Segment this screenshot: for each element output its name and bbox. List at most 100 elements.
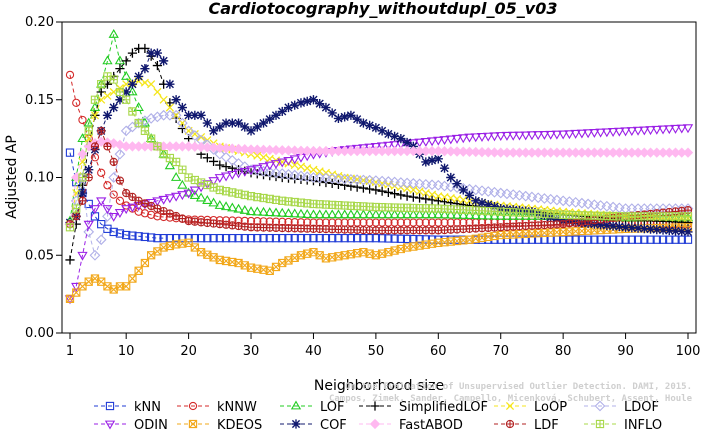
data-point-simplifiedlof (221, 162, 231, 172)
data-point-cof (171, 95, 181, 105)
legend-marker-loop (505, 401, 515, 411)
x-axis-label: Neighborhood size (314, 378, 444, 394)
data-point-inflo (178, 165, 187, 174)
legend-item-odin: ODIN (94, 418, 168, 433)
data-point-odin (170, 192, 182, 202)
data-point-lof (77, 133, 88, 143)
data-point-knn (621, 235, 630, 244)
data-point-knn (271, 233, 281, 243)
data-point-lof (295, 208, 307, 218)
data-point-cof (240, 122, 250, 132)
data-point-lof (320, 209, 332, 219)
series-fastabod (64, 136, 694, 230)
data-point-lof (426, 209, 438, 219)
x-tick-label: 100 (676, 344, 701, 359)
data-point-loop (84, 134, 93, 143)
data-point-inflo (97, 80, 106, 89)
legend-item-ldof: LDOF (584, 400, 659, 415)
data-point-knn (203, 233, 212, 243)
data-point-odin (657, 125, 669, 135)
data-point-odin (177, 191, 188, 201)
data-point-knn (677, 235, 686, 244)
data-point-simplifiedlof (390, 189, 400, 199)
series-line-simplifiedlof (69, 47, 165, 260)
data-point-lof (314, 209, 325, 219)
data-point-cof (452, 179, 462, 189)
data-point-ldf (122, 188, 131, 198)
data-point-odin (289, 155, 300, 165)
data-point-odin (470, 133, 481, 143)
legend-item-cof: COF (280, 418, 347, 433)
data-point-odin (102, 205, 113, 215)
data-point-odin (508, 131, 519, 141)
data-point-knn (365, 233, 374, 243)
x-tick-label: 50 (368, 344, 385, 359)
data-point-cof (390, 131, 400, 141)
data-point-odin (96, 197, 107, 207)
legend-item-knnw: kNNW (177, 400, 257, 415)
data-point-knn (665, 235, 674, 244)
data-point-cof (358, 118, 368, 128)
data-point-inflo (109, 75, 118, 84)
data-point-odin (632, 126, 644, 136)
data-point-lof (401, 209, 413, 219)
data-point-loop (253, 151, 262, 160)
data-point-lof (383, 209, 394, 219)
data-point-odin (189, 186, 201, 196)
data-point-odin (545, 130, 556, 140)
data-point-cof (365, 120, 375, 131)
data-point-knn (253, 233, 262, 243)
data-point-knnw (427, 218, 437, 227)
data-point-knn (652, 235, 661, 244)
data-point-ldof (570, 197, 582, 208)
data-point-lof (414, 209, 425, 219)
data-point-ldf (72, 212, 81, 221)
data-point-odin (233, 169, 244, 179)
data-point-loop (140, 78, 149, 87)
data-point-cof (633, 223, 643, 233)
data-point-inflo (153, 142, 162, 151)
legend-item-lof: LOF (280, 400, 345, 415)
data-point-loop (78, 157, 87, 167)
data-point-odin (483, 132, 494, 142)
data-point-loop (259, 153, 268, 162)
data-point-simplifiedlof (140, 43, 150, 54)
data-point-cof (177, 102, 187, 113)
data-point-odin (252, 164, 263, 174)
data-point-cof (184, 110, 194, 120)
data-point-cof (258, 118, 269, 128)
data-point-cof (639, 224, 649, 234)
credit-line-2: Campos, Zimek, Sander, Campello, Micenko… (329, 393, 693, 404)
data-point-odin (495, 132, 506, 142)
legend-label: SimplifiedLOF (399, 400, 488, 415)
data-point-odin (164, 194, 176, 204)
data-point-cof (109, 102, 119, 113)
data-point-cof (471, 196, 481, 206)
data-point-knn (671, 235, 680, 244)
x-tick-label: 30 (243, 344, 260, 359)
data-point-lof (420, 209, 431, 219)
data-point-ldof (426, 179, 438, 191)
data-point-odin (676, 124, 687, 134)
data-point-odin (277, 158, 288, 168)
data-point-simplifiedlof (377, 186, 387, 196)
series-line-inflo (69, 75, 164, 228)
data-point-knn (97, 220, 106, 229)
data-point-simplifiedlof (383, 187, 393, 198)
data-point-ldof (470, 184, 482, 196)
data-point-loop (290, 161, 299, 170)
data-point-ldof (152, 111, 163, 123)
data-point-cof (84, 165, 94, 175)
data-point-knn (165, 233, 175, 243)
legend-marker-inflo (595, 419, 605, 429)
data-point-ldof (482, 186, 494, 197)
data-point-simplifiedlof (408, 192, 418, 202)
data-point-odin (533, 131, 544, 141)
legend-label: KDEOS (217, 418, 262, 433)
data-point-simplifiedlof (371, 185, 381, 195)
data-point-knn (215, 233, 224, 243)
series-ldof (64, 109, 694, 261)
data-point-knn (196, 233, 206, 243)
data-point-odin (682, 124, 694, 134)
